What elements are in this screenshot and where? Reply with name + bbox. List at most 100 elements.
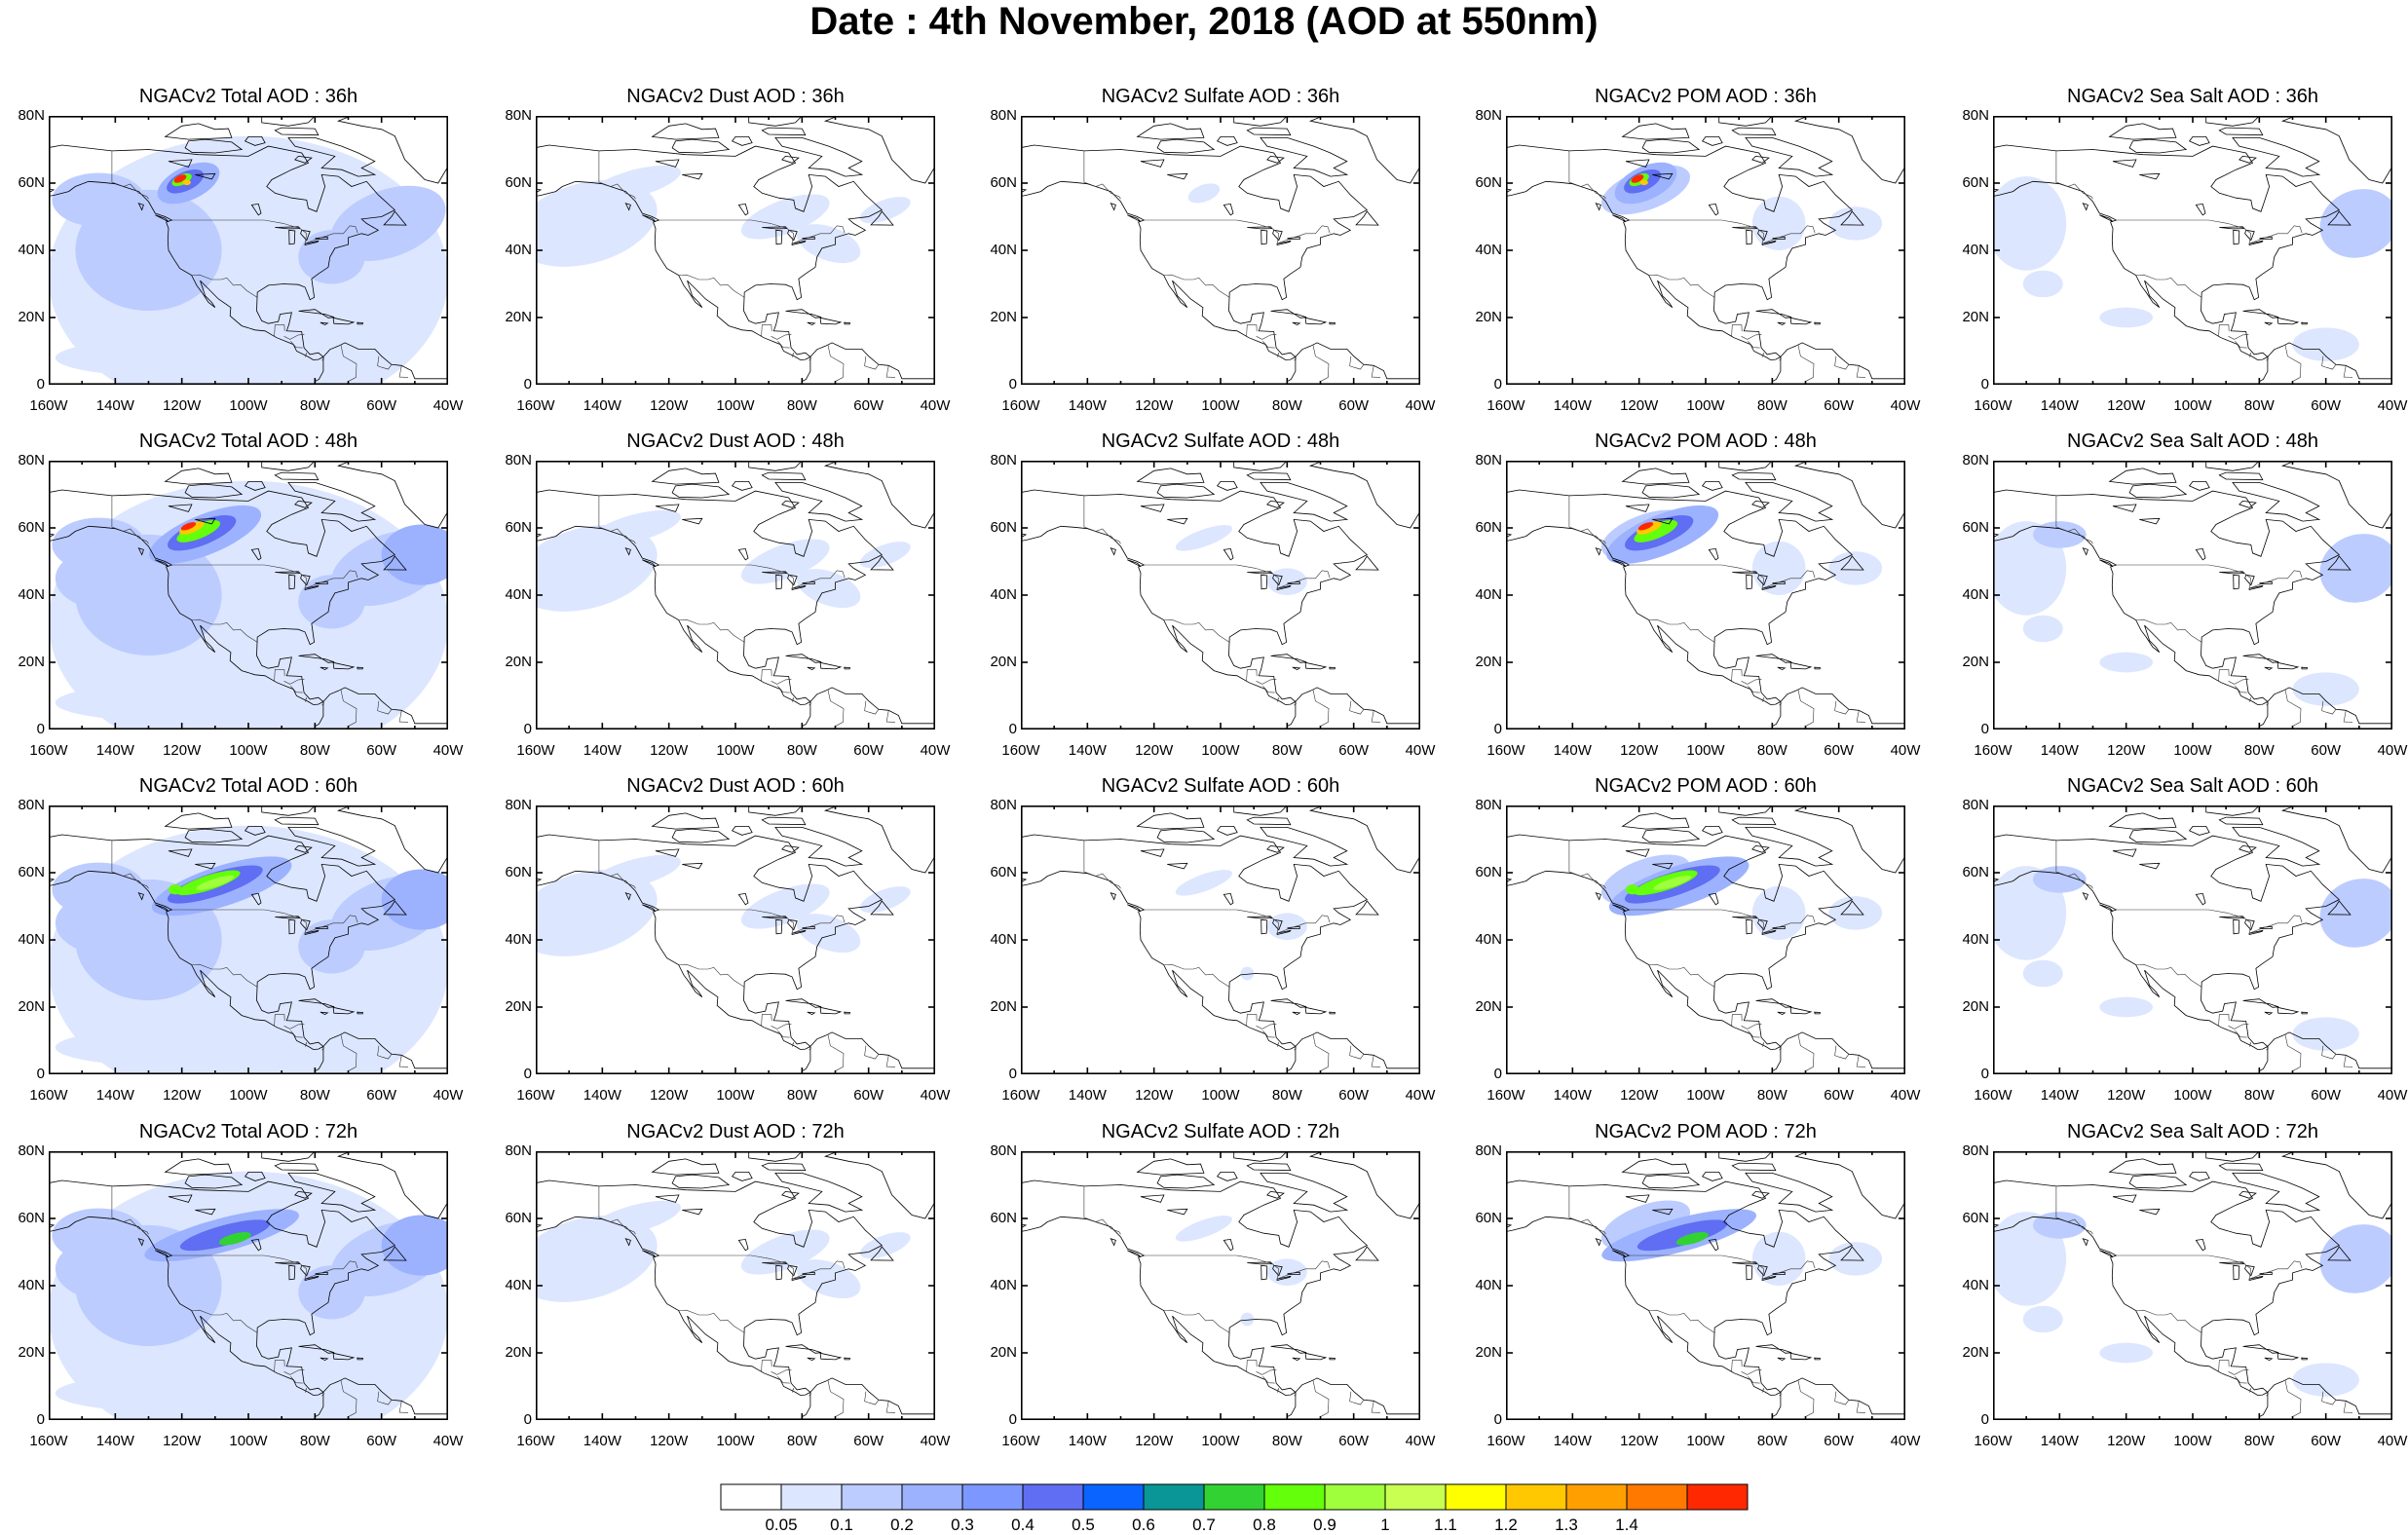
y-tick-label: 60N	[990, 174, 1017, 191]
aod-contour	[298, 1265, 365, 1320]
y-tick-label: 20N	[18, 309, 45, 325]
panel-title: NGACv2 Dust AOD : 36h	[626, 86, 845, 107]
colorbar-label: 1.2	[1494, 1516, 1518, 1534]
x-tick-label: 100W	[1686, 742, 1725, 759]
x-tick-label: 140W	[1068, 1433, 1107, 1449]
x-tick-label: 120W	[2107, 742, 2146, 759]
y-tick-label: 20N	[990, 1344, 1017, 1361]
y-tick-label: 40N	[1962, 586, 1989, 603]
coastlines	[1993, 461, 2392, 730]
y-tick-label: 60N	[505, 519, 532, 536]
aod-contour	[2022, 270, 2063, 298]
x-tick-label: 100W	[229, 1433, 268, 1449]
aod-contour	[2022, 615, 2063, 643]
panel-title: NGACv2 Sea Salt AOD : 36h	[2067, 86, 2318, 107]
country-borders	[2055, 150, 2353, 385]
aod-map	[536, 461, 935, 730]
panel-title: NGACv2 POM AOD : 72h	[1595, 1121, 1817, 1142]
axes-frame	[49, 116, 448, 385]
coastlines	[1506, 1151, 1905, 1420]
aod-contour	[797, 914, 861, 954]
x-tick-label: 120W	[1135, 1087, 1174, 1104]
colorbar-label: 0.3	[951, 1516, 974, 1534]
x-tick-label: 120W	[1135, 742, 1174, 759]
aod-contour	[1631, 174, 1644, 183]
aod-contour	[298, 575, 365, 629]
panel-title: NGACv2 Sulfate AOD : 48h	[1101, 431, 1340, 452]
panel-title: NGACv2 Total AOD : 48h	[138, 431, 358, 452]
aod-contour	[536, 179, 658, 267]
x-tick-label: 140W	[95, 1433, 134, 1449]
x-tick-label: 100W	[1686, 397, 1725, 414]
y-tick-label: 60N	[1962, 864, 1989, 880]
y-tick-label: 80N	[990, 107, 1017, 124]
aod-map	[1993, 1151, 2392, 1420]
x-tick-label: 120W	[2107, 397, 2146, 414]
aod-contour	[1828, 551, 1883, 585]
x-tick-label: 160W	[516, 1087, 555, 1104]
x-tick-label: 140W	[1553, 397, 1592, 414]
y-tick-label: 20N	[1962, 1344, 1989, 1361]
x-tick-label: 140W	[95, 742, 134, 759]
x-tick-label: 60W	[1338, 1087, 1370, 1104]
y-tick-label: 60N	[1475, 864, 1502, 880]
x-tick-label: 100W	[1201, 1087, 1240, 1104]
aod-contour	[859, 1232, 911, 1259]
y-tick-label: 40N	[1475, 931, 1502, 948]
y-tick-label: 40N	[990, 586, 1017, 603]
panel-title: NGACv2 Dust AOD : 72h	[626, 1121, 845, 1142]
aod-field	[1993, 866, 2392, 1051]
aod-contour	[218, 1232, 251, 1246]
x-tick-label: 160W	[1486, 397, 1525, 414]
x-tick-label: 40W	[1890, 397, 1921, 414]
y-tick-label: 0	[523, 721, 532, 737]
x-tick-label: 40W	[433, 1433, 464, 1449]
y-tick-label: 20N	[1475, 998, 1502, 1015]
x-tick-label: 160W	[1486, 1087, 1525, 1104]
y-tick-label: 0	[36, 1066, 45, 1082]
y-tick-label: 20N	[505, 654, 532, 670]
x-tick-label: 60W	[366, 742, 397, 759]
colorbar-label: 1.3	[1555, 1516, 1578, 1534]
x-tick-label: 140W	[95, 1087, 134, 1104]
y-tick-label: 60N	[1475, 1210, 1502, 1226]
x-tick-label: 100W	[1686, 1433, 1725, 1449]
colorbar-label: 0.8	[1253, 1516, 1276, 1534]
colorbar-swatch	[1686, 1483, 1749, 1511]
panel-title: NGACv2 POM AOD : 48h	[1595, 431, 1817, 452]
x-tick-label: 160W	[1486, 742, 1525, 759]
colorbar-label: 0.4	[1011, 1516, 1035, 1534]
panel-title: NGACv2 Sea Salt AOD : 72h	[2067, 1121, 2318, 1142]
x-tick-label: 140W	[2040, 1087, 2079, 1104]
x-tick-label: 120W	[2107, 1087, 2146, 1104]
x-tick-label: 80W	[1756, 397, 1787, 414]
aod-contour	[859, 197, 911, 224]
aod-contour	[55, 337, 322, 379]
aod-contour	[1993, 176, 2067, 271]
colorbar-swatch	[1445, 1483, 1507, 1511]
colorbar-swatch	[901, 1483, 963, 1511]
aod-contour	[330, 185, 446, 262]
y-tick-label: 80N	[505, 107, 532, 124]
x-tick-label: 140W	[1068, 397, 1107, 414]
aod-field	[1993, 1212, 2392, 1397]
x-tick-label: 40W	[2377, 742, 2408, 759]
y-tick-label: 40N	[1962, 1277, 1989, 1293]
x-tick-label: 140W	[2040, 397, 2079, 414]
x-tick-label: 120W	[1135, 1433, 1174, 1449]
x-tick-label: 80W	[2243, 1433, 2275, 1449]
aod-contour	[1751, 196, 1806, 250]
aod-contour	[1828, 896, 1883, 930]
aod-contour	[797, 569, 861, 609]
y-tick-label: 20N	[990, 998, 1017, 1015]
x-tick-label: 80W	[786, 1433, 817, 1449]
aod-contour	[2292, 672, 2359, 706]
aod-contour	[2099, 307, 2153, 328]
y-tick-label: 0	[523, 376, 532, 393]
aod-contour	[2022, 1305, 2063, 1333]
x-tick-label: 40W	[1405, 397, 1436, 414]
aod-field	[49, 135, 448, 385]
y-tick-label: 40N	[1475, 1277, 1502, 1293]
x-tick-label: 80W	[786, 1087, 817, 1104]
y-tick-label: 20N	[1962, 654, 1989, 670]
